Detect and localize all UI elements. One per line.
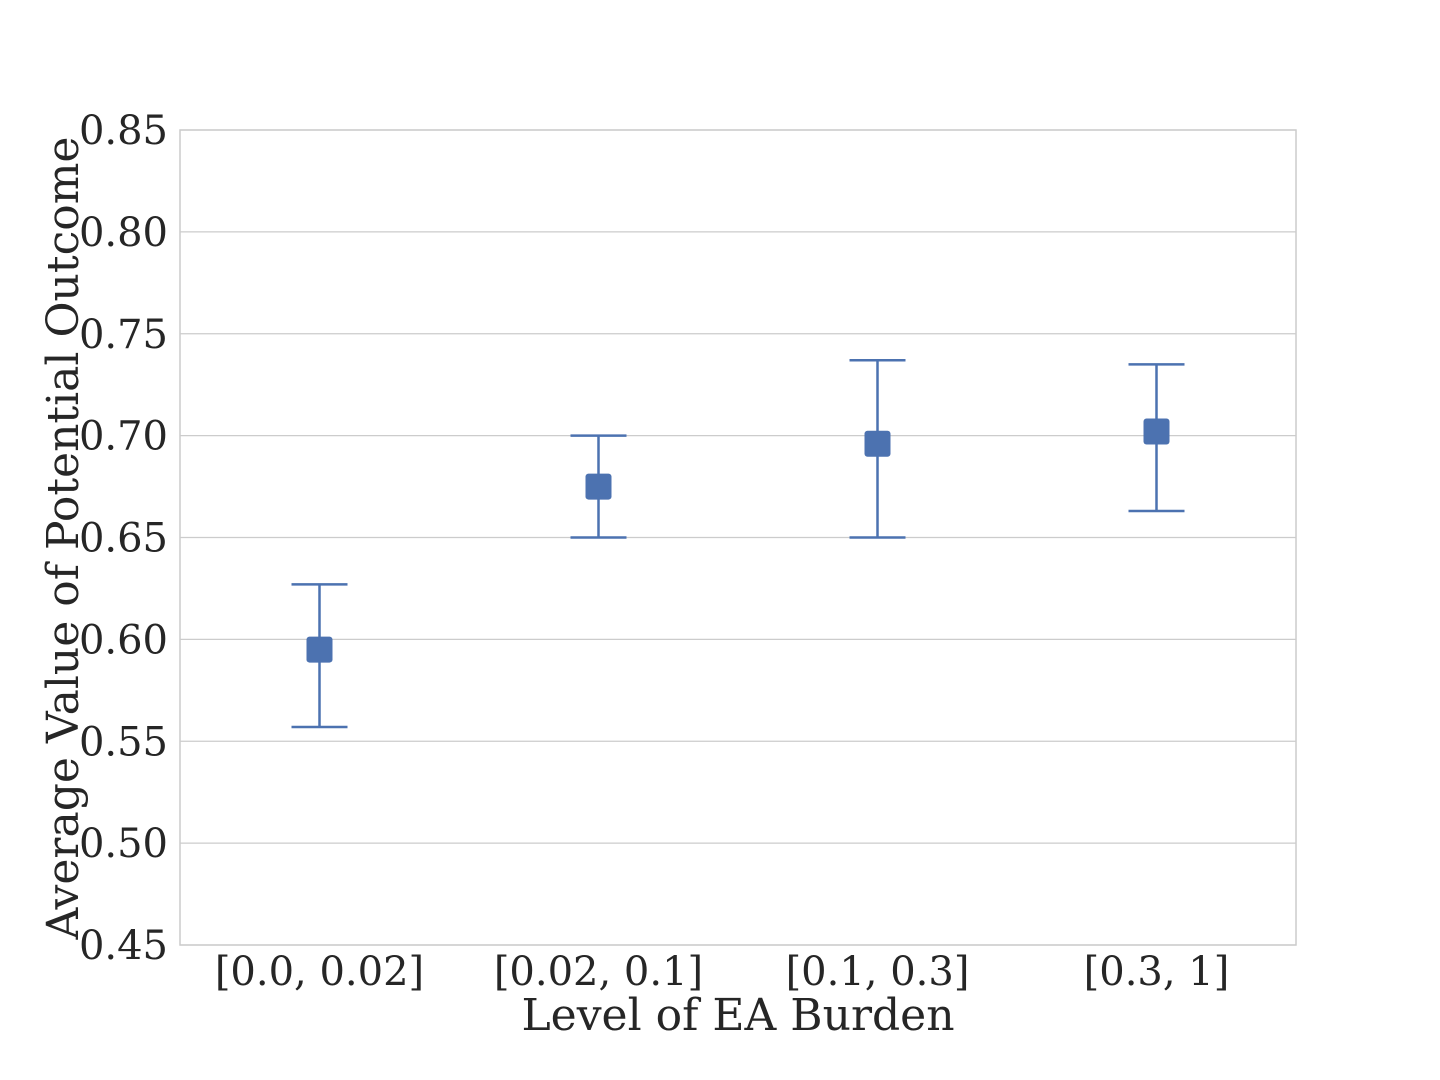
x-axis-label: Level of EA Burden xyxy=(521,990,954,1041)
y-tick-label: 0.80 xyxy=(79,210,168,256)
plot-frame xyxy=(179,129,1297,946)
y-axis-label: Average Value of Potential Outcome xyxy=(38,137,89,941)
data-point xyxy=(306,636,333,663)
x-tick-label: [0.02, 0.1] xyxy=(494,949,703,995)
y-tick-label: 0.70 xyxy=(79,414,168,460)
y-tick-label: 0.45 xyxy=(79,923,168,969)
data-point xyxy=(1143,418,1170,445)
y-tick-label: 0.75 xyxy=(79,312,168,358)
x-tick-label: [0.0, 0.02] xyxy=(215,949,424,995)
y-tick-label: 0.85 xyxy=(79,108,168,154)
data-point xyxy=(864,430,891,457)
y-tick-label: 0.50 xyxy=(79,821,168,867)
y-tick-labels: 0.45 0.50 0.55 0.60 0.65 0.70 0.75 0.80 0.85 xyxy=(79,108,168,969)
x-tick-label: [0.3, 1] xyxy=(1084,949,1230,995)
y-tick-label: 0.60 xyxy=(79,617,168,663)
x-tick-labels: [0.0, 0.02] [0.02, 0.1] [0.1, 0.3] [0.3, 1] xyxy=(215,949,1230,995)
y-tick-label: 0.65 xyxy=(79,516,168,562)
y-tick-label: 0.55 xyxy=(79,719,168,765)
data-series xyxy=(291,358,1185,729)
x-tick-label: [0.1, 0.3] xyxy=(786,949,970,995)
data-point xyxy=(585,473,612,500)
